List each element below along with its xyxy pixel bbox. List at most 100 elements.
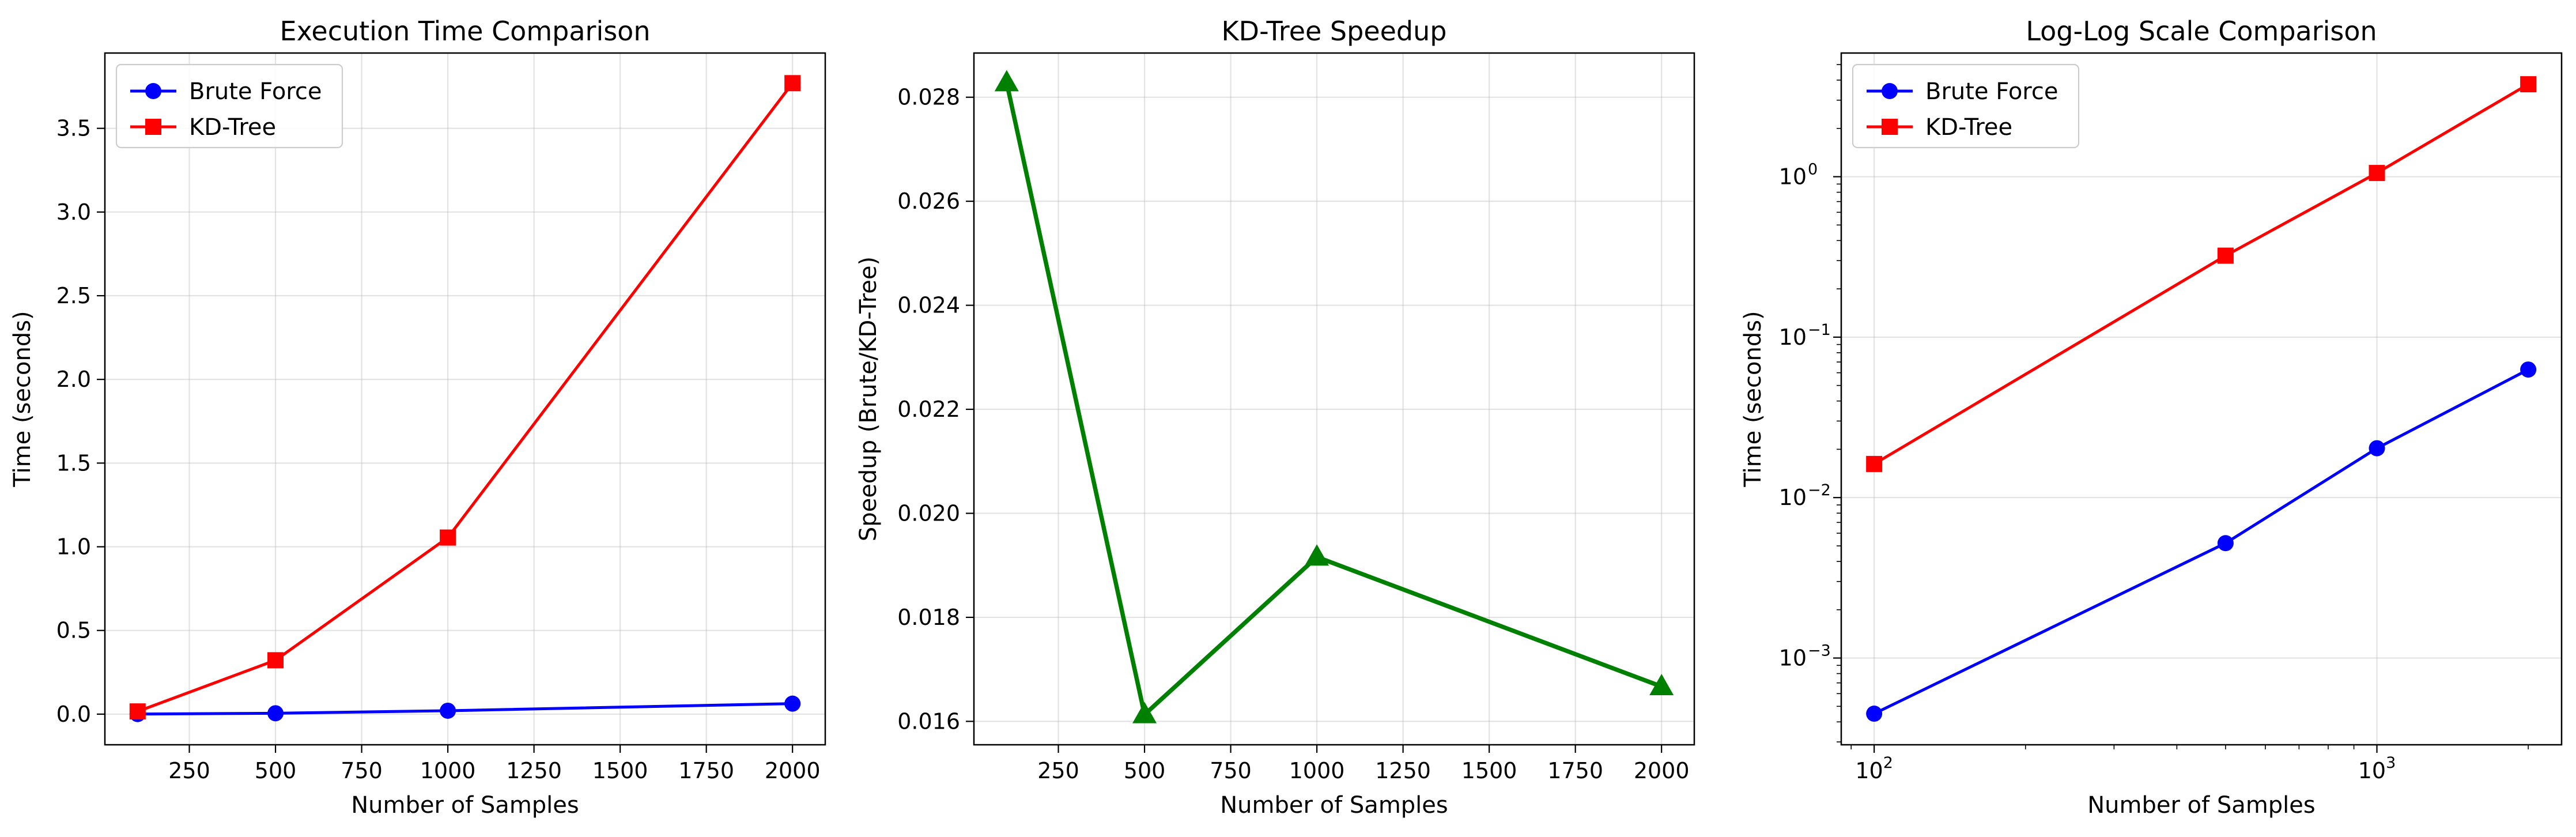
y-tick-label: 0.028: [897, 85, 960, 110]
y-tick-label: 3.0: [56, 199, 91, 225]
x-tick-label: 2000: [765, 758, 821, 783]
y-axis-label: Speedup (Brute/KD-Tree): [855, 257, 882, 541]
legend-marker: [1882, 119, 1898, 135]
chart-panel-2: 250 500 750 1000 1250 1500 1750 2000 0.016 0.018 0…: [855, 16, 1695, 819]
data-point: [440, 702, 456, 719]
y-tick-label: 0.018: [897, 605, 960, 630]
x-tick-exponent: 3: [2386, 754, 2396, 772]
series-line: [1004, 82, 1663, 717]
y-tick-base: 10: [1779, 485, 1807, 510]
legend: Brute Force KD-Tree: [115, 63, 343, 149]
legend-label: KD-Tree: [189, 114, 276, 141]
legend: Brute Force KD-Tree: [1852, 63, 2080, 149]
chart-title: Log-Log Scale Comparison: [2026, 16, 2377, 47]
y-tick-label: 3.5: [56, 116, 91, 141]
plot-frame: [973, 52, 1695, 746]
y-tick-label: 0.026: [897, 188, 960, 214]
y-tick-label: 10: [1779, 164, 1807, 190]
legend-label: Brute Force: [189, 78, 322, 105]
x-tick-label: 1750: [1547, 758, 1603, 783]
x-tick-label: 250: [168, 758, 210, 783]
series-line: [1873, 82, 2529, 466]
x-tick-label: 500: [1124, 758, 1166, 783]
x-tick-label: 1000: [420, 758, 476, 783]
series-brute-force: [1866, 361, 2537, 722]
x-tick-base: 10: [1855, 758, 1883, 783]
data-point: [2520, 361, 2537, 378]
data-point: [1866, 706, 1883, 722]
y-tick-label: 10: [1779, 485, 1807, 510]
data-point: [784, 695, 801, 712]
x-tick-base: 10: [2358, 758, 2386, 783]
y-tick-label: 10: [1779, 325, 1807, 350]
x-axis-label: Number of Samples: [1220, 792, 1448, 819]
data-point: [1866, 455, 1883, 472]
y-tick-label: 1.0: [56, 534, 91, 560]
data-point: [2520, 76, 2537, 93]
y-tick-base: 10: [1779, 325, 1807, 350]
y-tick-label: 0.022: [897, 397, 960, 422]
legend-marker: [145, 83, 161, 99]
x-axis-label: Number of Samples: [2087, 792, 2316, 819]
data-point: [1305, 544, 1329, 566]
plot-frame: [104, 52, 826, 746]
data-point: [2217, 535, 2234, 552]
series-brute-force: [129, 695, 801, 722]
y-tick-exponent: −1: [1808, 321, 1831, 339]
x-tick-label: 102: [1855, 754, 1893, 783]
x-tick-label: 250: [1037, 758, 1079, 783]
y-tick-label: 2.5: [56, 283, 91, 308]
chart-title: KD-Tree Speedup: [1222, 16, 1447, 47]
series-line: [137, 702, 793, 716]
y-tick-exponent: −2: [1808, 481, 1831, 499]
data-point: [129, 703, 146, 720]
data-point: [1649, 673, 1674, 695]
x-axis-label: Number of Samples: [351, 792, 579, 819]
series-kd-tree: [1866, 76, 2537, 472]
y-tick-label: 0.016: [897, 708, 960, 734]
x-tick-label: 1250: [506, 758, 562, 783]
y-tick-label: 0.5: [56, 618, 91, 643]
series-line: [1874, 368, 2529, 715]
series-speedup: [994, 70, 1674, 723]
y-axis-label: Time (seconds): [9, 311, 36, 487]
data-point: [2369, 440, 2385, 457]
y-tick-label: 2.0: [56, 367, 91, 392]
chart-panel-1: 250 500 750 1000 1250 1500 1750 2000 0.0 0.5 1.0 1.…: [9, 16, 826, 819]
legend-label: KD-Tree: [1925, 114, 2012, 141]
series-line: [137, 82, 794, 713]
x-tick-label: 1500: [1461, 758, 1517, 783]
x-tick-label: 1250: [1375, 758, 1431, 783]
y-tick-base: 10: [1779, 164, 1807, 190]
x-tick-label: 2000: [1634, 758, 1690, 783]
chart-title: Execution Time Comparison: [280, 16, 651, 47]
x-tick-label: 103: [2358, 754, 2396, 783]
x-tick-label: 750: [341, 758, 383, 783]
legend-marker: [1882, 83, 1898, 99]
x-tick-label: 1500: [592, 758, 648, 783]
y-tick-label: 10: [1779, 646, 1807, 671]
data-point: [267, 705, 284, 722]
series-kd-tree: [129, 75, 801, 720]
y-axis-label: Time (seconds): [1740, 311, 1766, 487]
y-tick-exponent: 0: [1808, 161, 1818, 179]
data-point: [2369, 165, 2385, 182]
data-point: [1132, 702, 1157, 723]
x-tick-label: 500: [255, 758, 297, 783]
y-tick-exponent: −3: [1808, 642, 1831, 660]
y-tick-label: 0.020: [897, 500, 960, 526]
x-tick-label: 750: [1210, 758, 1252, 783]
x-tick-exponent: 2: [1883, 754, 1893, 772]
plot-frame: [1840, 52, 2563, 746]
x-tick-label: 1750: [678, 758, 734, 783]
data-point: [440, 529, 456, 546]
y-tick-base: 10: [1779, 646, 1807, 671]
x-tick-label: 1000: [1289, 758, 1345, 783]
data-point: [994, 70, 1019, 92]
data-point: [784, 75, 801, 92]
y-tick-label: 0.024: [897, 293, 960, 318]
y-tick-label: 0.0: [56, 702, 91, 727]
legend-marker: [145, 119, 161, 135]
